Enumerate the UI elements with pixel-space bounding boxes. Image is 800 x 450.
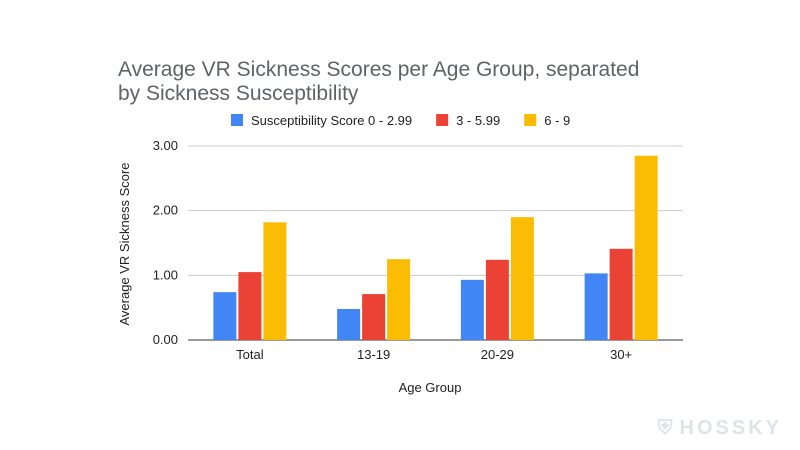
bar	[584, 273, 608, 340]
watermark: ⛨ HOSSKY	[658, 417, 782, 440]
legend-label: 6 - 9	[544, 113, 570, 128]
shield-icon: ⛨	[657, 417, 676, 439]
gridlines	[188, 145, 683, 341]
chart-title-line-1: Average VR Sickness Scores per Age Group…	[118, 58, 639, 81]
legend-swatch	[231, 114, 243, 126]
y-tick-label: 1.00	[153, 267, 178, 282]
bar	[213, 292, 237, 340]
bar	[634, 155, 658, 340]
x-tick-label: 30+	[610, 347, 632, 362]
chart-title-line-2: by Sickness Susceptibility	[118, 82, 359, 105]
bar	[337, 308, 361, 340]
legend-label: 3 - 5.99	[456, 113, 500, 128]
y-tick-label: 2.00	[153, 203, 178, 218]
x-axis-label: Age Group	[399, 380, 462, 395]
bar	[485, 259, 509, 340]
bar	[460, 279, 484, 340]
x-axis-ticks: Total 13-19 20-29 30+	[236, 347, 632, 362]
bars	[213, 155, 658, 340]
x-tick-label: 13-19	[357, 347, 390, 362]
y-axis-ticks: 0.00 1.00 2.00 3.00	[153, 138, 178, 347]
bar	[362, 294, 386, 340]
y-axis-label: Average VR Sickness Score	[117, 162, 132, 325]
bar	[263, 222, 287, 340]
y-tick-label: 3.00	[153, 138, 178, 153]
x-tick-label: Total	[236, 347, 264, 362]
legend: Susceptibility Score 0 - 2.99 3 - 5.99 6 -…	[231, 113, 570, 128]
bar	[510, 217, 534, 340]
x-tick-label: 20-29	[481, 347, 514, 362]
bar	[387, 259, 411, 340]
y-tick-label: 0.00	[153, 332, 178, 347]
bar	[609, 248, 633, 340]
legend-label: Susceptibility Score 0 - 2.99	[251, 113, 412, 128]
legend-swatch	[436, 114, 449, 126]
bar	[238, 272, 262, 340]
watermark-text: HOSSKY	[679, 417, 782, 439]
legend-swatch	[524, 114, 537, 126]
